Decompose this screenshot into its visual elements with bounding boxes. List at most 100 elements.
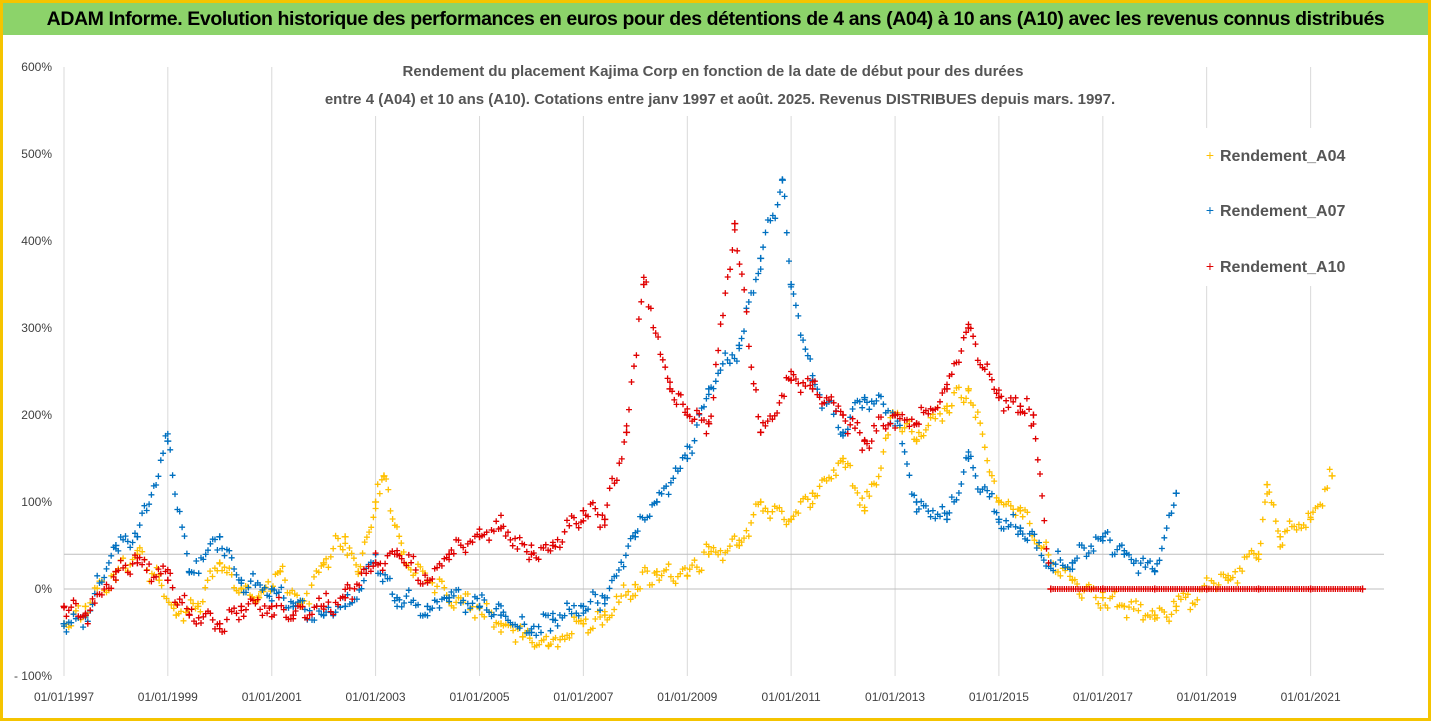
data-point-rendement-a10 bbox=[1307, 585, 1315, 593]
data-point-rendement-a07 bbox=[133, 533, 141, 541]
y-tick-label: 100% bbox=[21, 495, 52, 509]
x-tick-label: 01/01/2021 bbox=[1281, 690, 1341, 704]
data-point-rendement-a07 bbox=[527, 629, 535, 636]
data-point-rendement-a04 bbox=[943, 402, 951, 410]
x-axis: 01/01/1997 01/01/1999 01/01/2001 01/01/2003… bbox=[34, 690, 1341, 704]
data-point-rendement-a04 bbox=[237, 585, 245, 593]
legend-label-a10: Rendement_A10 bbox=[1220, 259, 1345, 276]
data-point-rendement-a07 bbox=[1151, 568, 1159, 576]
x-tick-label: 01/01/2019 bbox=[1177, 690, 1237, 704]
y-tick-label: 0% bbox=[35, 582, 53, 596]
data-point-rendement-a07 bbox=[735, 341, 743, 349]
data-point-rendement-a04 bbox=[1068, 576, 1076, 584]
data-point-rendement-a07 bbox=[839, 428, 847, 436]
data-point-rendement-a04 bbox=[81, 602, 89, 610]
data-point-rendement-a10 bbox=[1203, 585, 1211, 593]
data-point-rendement-a04 bbox=[579, 620, 587, 628]
chart-title-line-2: entre 4 (A04) et 10 ans (A10). Cotations… bbox=[325, 91, 1115, 108]
data-point-rendement-a10 bbox=[237, 602, 245, 610]
data-point-rendement-a07 bbox=[861, 394, 869, 402]
data-point-rendement-a10 bbox=[216, 620, 224, 628]
x-tick-label: 01/01/2015 bbox=[969, 690, 1029, 704]
data-point-rendement-a04 bbox=[995, 498, 1003, 506]
data-point-rendement-a07 bbox=[549, 615, 557, 623]
data-point-rendement-a04 bbox=[276, 568, 284, 576]
data-point-rendement-a07 bbox=[60, 620, 68, 628]
data-point-rendement-a07 bbox=[705, 385, 713, 393]
data-point-rendement-a10 bbox=[133, 559, 141, 567]
data-point-rendement-a10 bbox=[623, 428, 631, 436]
data-point-rendement-a04 bbox=[380, 472, 388, 480]
data-point-rendement-a07 bbox=[943, 515, 951, 523]
data-point-rendement-a10 bbox=[527, 550, 535, 558]
data-point-rendement-a07 bbox=[1099, 533, 1107, 541]
data-point-rendement-a07 bbox=[237, 576, 245, 584]
data-point-rendement-a04 bbox=[194, 602, 202, 610]
y-tick-label: 400% bbox=[21, 234, 52, 248]
data-point-rendement-a10 bbox=[164, 576, 172, 584]
x-tick-label: 01/01/2017 bbox=[1073, 690, 1133, 704]
data-point-rendement-a10 bbox=[891, 411, 899, 419]
data-point-rendement-a10 bbox=[1029, 411, 1037, 419]
header-title: ADAM Informe. Evolution historique des p… bbox=[46, 7, 1385, 30]
data-point-rendement-a07 bbox=[579, 602, 587, 610]
data-point-rendement-a04 bbox=[1255, 550, 1263, 558]
y-tick-label: 500% bbox=[21, 147, 52, 161]
data-point-rendement-a07 bbox=[320, 611, 328, 619]
data-point-rendement-a04 bbox=[216, 559, 224, 567]
data-point-rendement-a04 bbox=[1276, 533, 1284, 541]
data-point-rendement-a04 bbox=[705, 550, 713, 558]
data-point-rendement-a10 bbox=[445, 550, 453, 558]
data-point-rendement-a10 bbox=[705, 420, 713, 428]
data-point-rendement-a10 bbox=[268, 602, 276, 610]
series-rendement-a10-points bbox=[61, 226, 1364, 635]
data-point-rendement-a10 bbox=[839, 411, 847, 419]
x-tick-label: 01/01/2005 bbox=[450, 690, 510, 704]
legend-marker-a07: + bbox=[1206, 202, 1214, 218]
data-point-rendement-a04 bbox=[1224, 576, 1232, 584]
y-tick-label: 200% bbox=[21, 408, 52, 422]
data-point-rendement-a04 bbox=[1016, 507, 1024, 515]
data-point-rendement-a10 bbox=[1047, 585, 1055, 593]
data-point-rendement-a04 bbox=[341, 533, 349, 541]
data-point-rendement-a04 bbox=[372, 498, 380, 506]
data-point-rendement-a10 bbox=[601, 515, 609, 523]
data-point-rendement-a04 bbox=[1099, 594, 1107, 602]
data-point-rendement-a04 bbox=[839, 455, 847, 462]
data-point-rendement-a04 bbox=[354, 568, 362, 576]
data-point-rendement-a07 bbox=[112, 542, 120, 549]
data-point-rendement-a04 bbox=[861, 507, 869, 515]
data-point-rendement-a07 bbox=[757, 254, 765, 262]
data-point-rendement-a04 bbox=[1307, 515, 1315, 523]
data-point-rendement-a07 bbox=[1172, 489, 1180, 497]
data-point-rendement-a07 bbox=[341, 602, 349, 610]
data-point-rendement-a04 bbox=[172, 611, 180, 619]
data-point-rendement-a10 bbox=[861, 437, 869, 445]
data-point-rendement-a04 bbox=[809, 489, 817, 497]
data-point-rendement-a10 bbox=[1359, 585, 1367, 593]
data-point-rendement-a10 bbox=[731, 220, 739, 228]
x-tick-label: 01/01/2009 bbox=[657, 690, 717, 704]
data-point-rendement-a04 bbox=[1328, 472, 1336, 480]
header-banner: ADAM Informe. Evolution historique des p… bbox=[3, 3, 1428, 35]
x-tick-label: 01/01/2011 bbox=[762, 690, 821, 704]
data-point-rendement-a07 bbox=[995, 515, 1003, 523]
data-point-rendement-a07 bbox=[787, 281, 795, 288]
y-tick-label: 300% bbox=[21, 321, 52, 335]
data-point-rendement-a10 bbox=[913, 420, 921, 428]
data-point-rendement-a07 bbox=[631, 533, 639, 541]
data-point-rendement-a04 bbox=[787, 515, 795, 523]
chart-title-line-1: Rendement du placement Kajima Corp en fo… bbox=[403, 63, 1024, 80]
data-point-rendement-a10 bbox=[640, 281, 648, 288]
data-point-rendement-a04 bbox=[964, 385, 972, 393]
data-point-rendement-a04 bbox=[1263, 481, 1271, 489]
data-point-rendement-a04 bbox=[683, 572, 691, 580]
data-point-rendement-a10 bbox=[476, 533, 484, 541]
data-point-rendement-a04 bbox=[1151, 611, 1159, 619]
data-point-rendement-a10 bbox=[423, 576, 431, 584]
data-point-rendement-a07 bbox=[185, 568, 193, 576]
data-point-rendement-a04 bbox=[1172, 602, 1180, 610]
data-point-rendement-a07 bbox=[1120, 550, 1128, 558]
data-point-rendement-a10 bbox=[964, 324, 972, 332]
